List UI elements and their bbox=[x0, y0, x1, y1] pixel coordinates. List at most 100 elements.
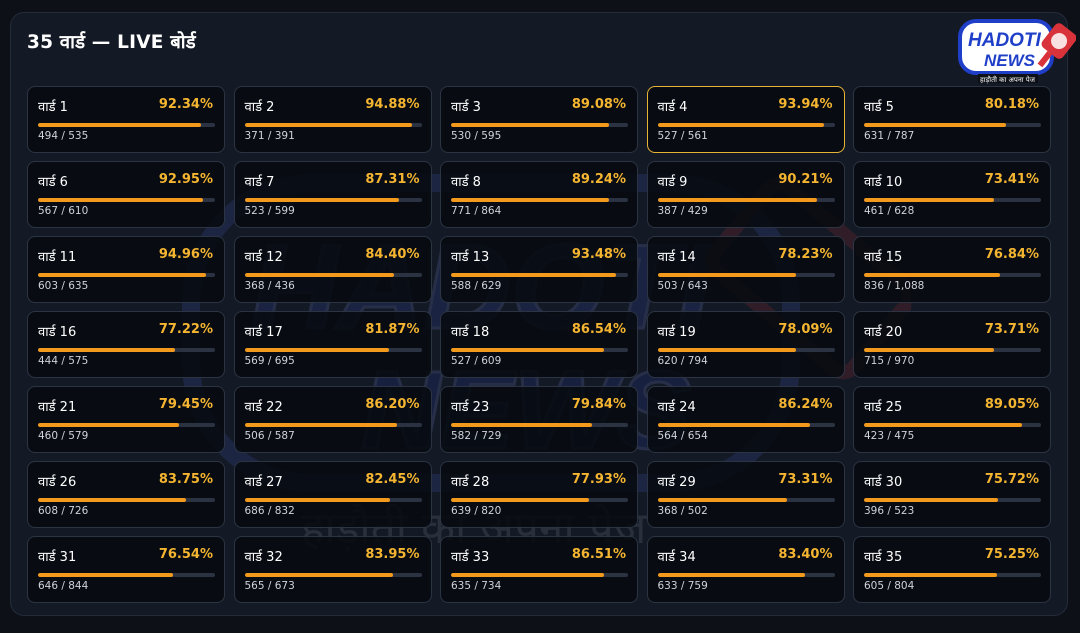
turnout-progress-bar bbox=[864, 573, 1041, 577]
ward-card[interactable]: वार्ड 3 89.08% 530 / 595 bbox=[440, 86, 638, 153]
ward-card[interactable]: वार्ड 19 78.09% 620 / 794 bbox=[646, 311, 845, 378]
ward-turnout-percent: 78.23% bbox=[778, 247, 833, 262]
turnout-progress-bar bbox=[657, 498, 835, 502]
ward-vote-count: 503 / 643 bbox=[657, 280, 708, 292]
ward-card[interactable]: वार्ड 28 77.93% 639 / 820 bbox=[440, 461, 638, 528]
ward-vote-count: 715 / 970 bbox=[864, 355, 915, 367]
ward-vote-count: 530 / 595 bbox=[451, 130, 502, 142]
ward-card[interactable]: वार्ड 8 89.24% 771 / 864 bbox=[440, 161, 638, 228]
ward-name: वार्ड 32 bbox=[244, 550, 283, 565]
turnout-progress-bar bbox=[864, 273, 1041, 277]
ward-card[interactable]: वार्ड 1 92.34% 494 / 535 bbox=[27, 86, 225, 153]
turnout-progress-fill bbox=[451, 498, 589, 502]
ward-card[interactable]: वार्ड 18 86.54% 527 / 609 bbox=[440, 311, 638, 378]
ward-card[interactable]: वार्ड 15 76.84% 836 / 1,088 bbox=[853, 236, 1051, 303]
ward-card[interactable]: वार्ड 7 87.31% 523 / 599 bbox=[233, 161, 432, 228]
turnout-progress-bar bbox=[864, 198, 1041, 202]
ward-name: वार्ड 14 bbox=[657, 250, 696, 265]
ward-card[interactable]: वार्ड 27 82.45% 686 / 832 bbox=[233, 461, 432, 528]
ward-vote-count: 686 / 832 bbox=[244, 505, 295, 517]
ward-vote-count: 635 / 734 bbox=[451, 580, 502, 592]
turnout-progress-fill bbox=[38, 573, 174, 577]
ward-turnout-percent: 86.24% bbox=[778, 397, 833, 412]
ward-card[interactable]: वार्ड 17 81.87% 569 / 695 bbox=[233, 311, 432, 378]
turnout-progress-bar bbox=[864, 123, 1041, 127]
ward-card[interactable]: वार्ड 35 75.25% 605 / 804 bbox=[853, 536, 1051, 603]
turnout-progress-bar bbox=[451, 498, 628, 502]
turnout-progress-fill bbox=[38, 498, 187, 502]
ward-card[interactable]: वार्ड 2 94.88% 371 / 391 bbox=[233, 86, 432, 153]
turnout-progress-fill bbox=[38, 198, 203, 202]
ward-turnout-percent: 81.87% bbox=[365, 322, 420, 337]
ward-vote-count: 633 / 759 bbox=[657, 580, 708, 592]
ward-name: वार्ड 2 bbox=[244, 100, 275, 115]
ward-turnout-percent: 77.93% bbox=[571, 472, 626, 487]
ward-card[interactable]: वार्ड 10 73.41% 461 / 628 bbox=[853, 161, 1051, 228]
ward-name: वार्ड 18 bbox=[451, 325, 490, 340]
ward-vote-count: 836 / 1,088 bbox=[864, 280, 925, 292]
turnout-progress-fill bbox=[244, 198, 400, 202]
ward-name: वार्ड 8 bbox=[451, 175, 481, 190]
turnout-progress-bar bbox=[451, 123, 628, 127]
ward-card[interactable]: वार्ड 32 83.95% 565 / 673 bbox=[233, 536, 432, 603]
ward-card[interactable]: वार्ड 20 73.71% 715 / 970 bbox=[853, 311, 1051, 378]
ward-vote-count: 371 / 391 bbox=[244, 130, 295, 142]
turnout-progress-bar bbox=[864, 498, 1041, 502]
ward-card[interactable]: वार्ड 6 92.95% 567 / 610 bbox=[27, 161, 225, 228]
ward-vote-count: 527 / 561 bbox=[657, 130, 708, 142]
ward-card[interactable]: वार्ड 25 89.05% 423 / 475 bbox=[853, 386, 1051, 453]
turnout-progress-fill bbox=[657, 348, 796, 352]
ward-turnout-percent: 83.40% bbox=[778, 547, 833, 562]
ward-card[interactable]: वार्ड 29 73.31% 368 / 502 bbox=[646, 461, 845, 528]
ward-card[interactable]: वार्ड 22 86.20% 506 / 587 bbox=[233, 386, 432, 453]
turnout-progress-bar bbox=[38, 498, 215, 502]
ward-card[interactable]: वार्ड 24 86.24% 564 / 654 bbox=[646, 386, 845, 453]
turnout-progress-bar bbox=[244, 198, 422, 202]
ward-turnout-percent: 83.95% bbox=[365, 547, 420, 562]
ward-card[interactable]: वार्ड 23 79.84% 582 / 729 bbox=[440, 386, 638, 453]
turnout-progress-bar bbox=[244, 273, 422, 277]
turnout-progress-fill bbox=[864, 498, 999, 502]
turnout-progress-bar bbox=[657, 573, 835, 577]
turnout-progress-bar bbox=[451, 198, 628, 202]
ward-vote-count: 639 / 820 bbox=[451, 505, 502, 517]
ward-vote-count: 368 / 436 bbox=[244, 280, 295, 292]
ward-card[interactable]: वार्ड 33 86.51% 635 / 734 bbox=[440, 536, 638, 603]
ward-card[interactable]: वार्ड 30 75.72% 396 / 523 bbox=[853, 461, 1051, 528]
ward-card[interactable]: वार्ड 11 94.96% 603 / 635 bbox=[27, 236, 225, 303]
ward-turnout-percent: 92.95% bbox=[158, 172, 213, 187]
ward-card[interactable]: वार्ड 31 76.54% 646 / 844 bbox=[27, 536, 225, 603]
ward-vote-count: 631 / 787 bbox=[864, 130, 915, 142]
live-board-panel: HADOTI NEWS हाड़ौती का अपना पेज 35 वार्ड… bbox=[10, 12, 1068, 616]
turnout-progress-bar bbox=[38, 423, 215, 427]
ward-vote-count: 605 / 804 bbox=[864, 580, 915, 592]
ward-name: वार्ड 25 bbox=[864, 400, 903, 415]
turnout-progress-bar bbox=[657, 273, 835, 277]
turnout-progress-bar bbox=[657, 348, 835, 352]
ward-vote-count: 565 / 673 bbox=[244, 580, 295, 592]
ward-card[interactable]: वार्ड 9 90.21% 387 / 429 bbox=[646, 161, 845, 228]
ward-card[interactable]: वार्ड 34 83.40% 633 / 759 bbox=[646, 536, 845, 603]
ward-card[interactable]: वार्ड 13 93.48% 588 / 629 bbox=[440, 236, 638, 303]
ward-card[interactable]: वार्ड 21 79.45% 460 / 579 bbox=[27, 386, 225, 453]
ward-card[interactable]: वार्ड 16 77.22% 444 / 575 bbox=[27, 311, 225, 378]
turnout-progress-bar bbox=[657, 423, 835, 427]
turnout-progress-bar bbox=[244, 348, 422, 352]
ward-card[interactable]: वार्ड 26 83.75% 608 / 726 bbox=[27, 461, 225, 528]
ward-card[interactable]: वार्ड 4 93.94% 527 / 561 bbox=[646, 86, 845, 153]
turnout-progress-fill bbox=[38, 423, 179, 427]
ward-vote-count: 506 / 587 bbox=[244, 430, 295, 442]
turnout-progress-bar bbox=[451, 573, 628, 577]
ward-name: वार्ड 16 bbox=[38, 325, 77, 340]
turnout-progress-fill bbox=[38, 348, 175, 352]
turnout-progress-fill bbox=[451, 273, 617, 277]
turnout-progress-fill bbox=[864, 123, 1006, 127]
turnout-progress-fill bbox=[244, 273, 394, 277]
ward-name: वार्ड 30 bbox=[864, 475, 903, 490]
ward-card[interactable]: वार्ड 14 78.23% 503 / 643 bbox=[646, 236, 845, 303]
ward-card[interactable]: वार्ड 12 84.40% 368 / 436 bbox=[233, 236, 432, 303]
ward-card[interactable]: वार्ड 5 80.18% 631 / 787 bbox=[853, 86, 1051, 153]
ward-turnout-percent: 79.84% bbox=[571, 397, 626, 412]
turnout-progress-bar bbox=[38, 123, 215, 127]
turnout-progress-bar bbox=[38, 348, 215, 352]
